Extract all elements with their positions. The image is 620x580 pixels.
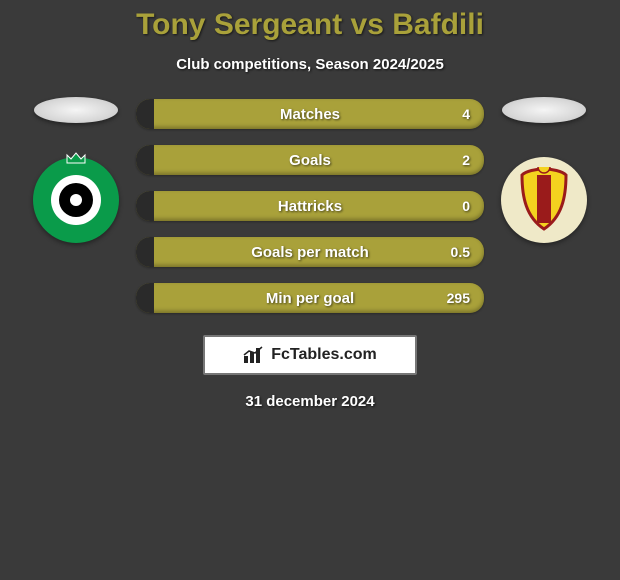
stats-list: Matches 4 Goals 2 Hattricks 0 Goals per … xyxy=(136,97,484,313)
player-right-column xyxy=(484,97,604,243)
stat-row-min-per-goal: Min per goal 295 xyxy=(136,283,484,313)
stat-label: Goals per match xyxy=(251,244,369,261)
stat-label: Goals xyxy=(289,152,331,169)
comparison-card: Tony Sergeant vs Bafdili Club competitio… xyxy=(0,0,620,410)
stat-left-cap xyxy=(136,99,154,129)
stat-left-cap xyxy=(136,191,154,221)
player-left-avatar xyxy=(34,97,118,123)
club-left-ring-center xyxy=(70,194,82,206)
date-text: 31 december 2024 xyxy=(0,393,620,410)
stat-label: Min per goal xyxy=(266,290,354,307)
club-right-badge xyxy=(501,157,587,243)
stat-left-cap xyxy=(136,237,154,267)
player-left-column xyxy=(16,97,136,243)
club-left-badge xyxy=(33,157,119,243)
shield-icon xyxy=(516,167,572,233)
stat-value: 0 xyxy=(462,198,470,214)
stat-label: Matches xyxy=(280,106,340,123)
brand-link[interactable]: FcTables.com xyxy=(203,335,417,375)
stat-row-goals: Goals 2 xyxy=(136,145,484,175)
stat-left-cap xyxy=(136,283,154,313)
stat-row-matches: Matches 4 xyxy=(136,99,484,129)
stat-row-hattricks: Hattricks 0 xyxy=(136,191,484,221)
stat-value: 2 xyxy=(462,152,470,168)
page-title: Tony Sergeant vs Bafdili xyxy=(0,8,620,42)
club-left-ring-outer xyxy=(51,175,101,225)
brand-text: FcTables.com xyxy=(271,346,377,364)
stat-value: 4 xyxy=(462,106,470,122)
stat-value: 295 xyxy=(447,290,470,306)
club-left-ring-mid xyxy=(59,183,93,217)
stat-label: Hattricks xyxy=(278,198,342,215)
crown-icon xyxy=(65,151,87,165)
player-right-avatar xyxy=(502,97,586,123)
stat-row-goals-per-match: Goals per match 0.5 xyxy=(136,237,484,267)
stat-left-cap xyxy=(136,145,154,175)
main-row: Matches 4 Goals 2 Hattricks 0 Goals per … xyxy=(0,97,620,313)
stat-value: 0.5 xyxy=(451,244,470,260)
chart-icon xyxy=(243,346,265,364)
season-subtitle: Club competitions, Season 2024/2025 xyxy=(0,56,620,73)
